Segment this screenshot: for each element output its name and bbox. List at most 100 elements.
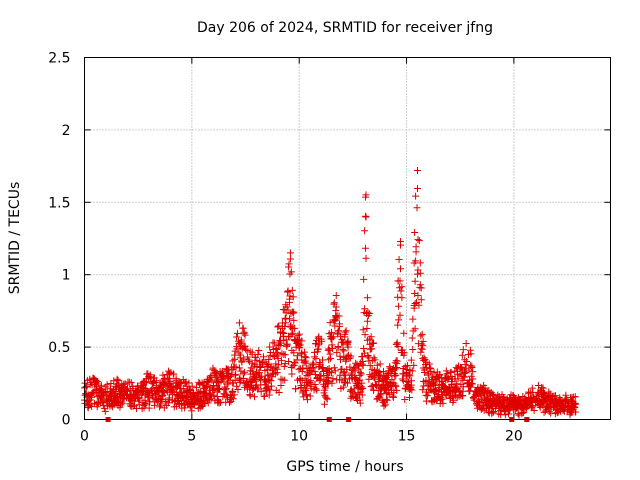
- data-point: [127, 396, 135, 404]
- data-point: [328, 345, 336, 353]
- data-point: [408, 367, 416, 375]
- data-point: [436, 370, 444, 378]
- data-point: [337, 332, 345, 340]
- data-point: [263, 385, 271, 393]
- data-point: [295, 330, 303, 338]
- x-tick-label: 5: [187, 429, 196, 445]
- data-point: [287, 268, 295, 276]
- data-point: [335, 327, 343, 335]
- data-point: [418, 330, 426, 338]
- data-point: [409, 315, 417, 323]
- data-point: [344, 379, 352, 387]
- data-point: [419, 337, 427, 345]
- data-point: [298, 349, 306, 357]
- data-point: [571, 393, 579, 401]
- data-point: [260, 353, 268, 361]
- data-point: [221, 386, 229, 394]
- data-point: [166, 396, 174, 404]
- data-point: [344, 337, 352, 345]
- data-point: [467, 350, 475, 358]
- data-point: [275, 361, 283, 369]
- data-point: [366, 371, 374, 379]
- data-point: [385, 391, 393, 399]
- data-point: [449, 396, 457, 404]
- data-point: [411, 229, 419, 237]
- data-point: [277, 381, 285, 389]
- data-point: [306, 392, 314, 400]
- data-point: [394, 343, 402, 351]
- data-point: [339, 383, 347, 391]
- data-point: [247, 364, 255, 372]
- data-point: [286, 292, 294, 300]
- data-point: [210, 391, 218, 399]
- data-point: [299, 364, 307, 372]
- data-point: [330, 364, 338, 372]
- data-point: [185, 379, 193, 387]
- data-point: [494, 391, 502, 399]
- data-point: [242, 345, 250, 353]
- data-point: [194, 389, 202, 397]
- data-point: [395, 256, 403, 264]
- data-point: [408, 386, 416, 394]
- data-point: [182, 378, 190, 386]
- data-point: [277, 375, 285, 383]
- data-point: [359, 384, 367, 392]
- data-point: [358, 391, 366, 399]
- data-point: [356, 369, 364, 377]
- data-point: [290, 316, 298, 324]
- x-tick-label: 20: [505, 429, 523, 445]
- data-point: [430, 369, 438, 377]
- data-point: [283, 341, 291, 349]
- data-point: [240, 375, 248, 383]
- data-point: [400, 349, 408, 357]
- data-point: [412, 192, 420, 200]
- data-point: [362, 254, 370, 262]
- data-point: [529, 403, 537, 411]
- data-point: [229, 395, 237, 403]
- data-point: [417, 296, 425, 304]
- data-point: [407, 356, 415, 364]
- data-point: [413, 204, 421, 212]
- data-point: [381, 401, 389, 409]
- data-point: [236, 339, 244, 347]
- data-point: [344, 343, 352, 351]
- data-point: [285, 298, 293, 306]
- data-point: [396, 241, 404, 249]
- data-point: [481, 384, 489, 392]
- data-point: [274, 348, 282, 356]
- data-point: [362, 213, 370, 221]
- data-point: [156, 403, 164, 411]
- data-point: [393, 386, 401, 394]
- data-point: [462, 339, 470, 347]
- data-point: [284, 287, 292, 295]
- data-point: [307, 384, 315, 392]
- data-point: [251, 393, 259, 401]
- data-point: [240, 355, 248, 363]
- data-point: [230, 391, 238, 399]
- data-point: [515, 411, 523, 419]
- data-point: [398, 294, 406, 302]
- data-point: [363, 294, 371, 302]
- data-point: [260, 392, 268, 400]
- y-tick-label: 2: [62, 123, 71, 139]
- data-point: [239, 324, 247, 332]
- data-point: [393, 357, 401, 365]
- data-point: [367, 372, 375, 380]
- data-point: [272, 364, 280, 372]
- data-point: [355, 365, 363, 373]
- data-point: [363, 325, 371, 333]
- data-point: [240, 328, 248, 336]
- data-point: [376, 360, 384, 368]
- data-point: [329, 375, 337, 383]
- data-point: [406, 372, 414, 380]
- data-point: [188, 382, 196, 390]
- data-point: [285, 260, 293, 268]
- data-point: [396, 311, 404, 319]
- y-tick-label: 1: [62, 268, 71, 284]
- data-point: [412, 257, 420, 265]
- data-point: [398, 283, 406, 291]
- data-point: [277, 357, 285, 365]
- data-point: [274, 323, 282, 331]
- data-point: [461, 373, 469, 381]
- data-point: [530, 406, 538, 414]
